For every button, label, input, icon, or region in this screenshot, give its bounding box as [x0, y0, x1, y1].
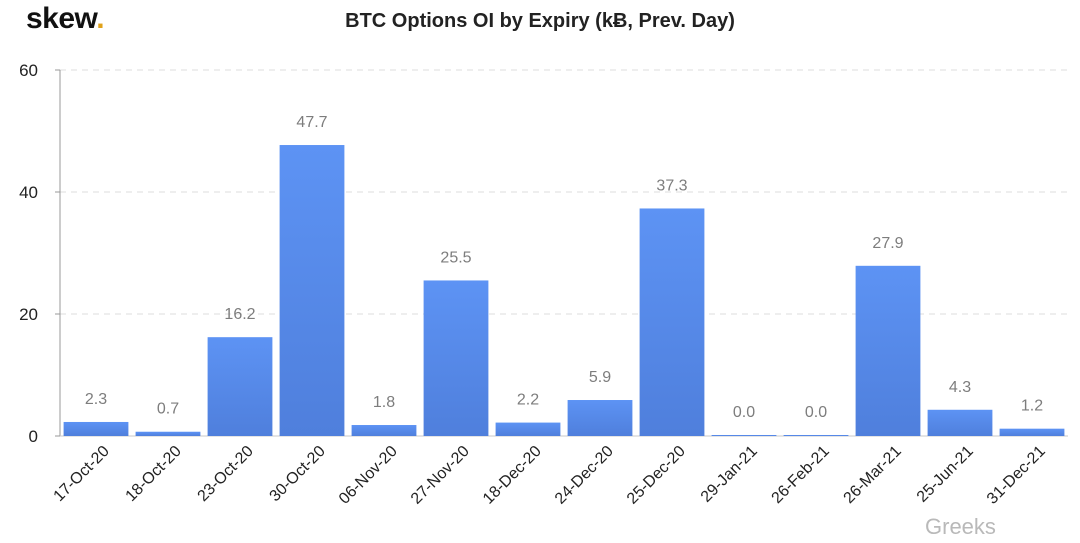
- data-label: 47.7: [296, 114, 327, 131]
- bar: [999, 428, 1065, 436]
- y-tick-label: 0: [29, 427, 38, 446]
- bar: [351, 425, 417, 436]
- y-tick-label: 20: [19, 305, 38, 324]
- x-tick-label: 17-Oct-20: [51, 443, 113, 505]
- data-label: 16.2: [224, 306, 255, 323]
- data-label: 4.3: [949, 379, 971, 396]
- bar: [63, 421, 129, 436]
- y-tick-labels: 0 20 40 60: [19, 61, 38, 446]
- bar: [207, 337, 273, 436]
- x-tick-label: 25-Jun-21: [914, 443, 977, 506]
- bar: [423, 280, 489, 436]
- x-tick-label: 27-Nov-20: [408, 443, 473, 508]
- data-labels: 2.3 0.7 16.2 47.7 1.8 25.5 2.2 5.9 37.3 0.0 0.0 27.…: [85, 114, 1043, 421]
- data-label: 37.3: [656, 177, 687, 194]
- data-label: 25.5: [440, 249, 471, 266]
- x-tick-labels: 17-Oct-20 18-Oct-20 23-Oct-20 30-Oct-20 06-N…: [51, 443, 1049, 508]
- logo-text: skew: [26, 2, 97, 35]
- watermark-text: Greeks: [925, 514, 996, 539]
- bar: [927, 409, 993, 436]
- bar: [783, 435, 849, 436]
- x-tick-label: 26-Mar-21: [841, 443, 905, 507]
- x-tick-label: 06-Nov-20: [336, 443, 401, 508]
- bar: [711, 435, 777, 436]
- data-label: 0.0: [733, 404, 755, 421]
- data-label: 1.8: [373, 394, 395, 411]
- x-tick-label: 18-Oct-20: [123, 443, 185, 505]
- bar: [135, 431, 201, 436]
- data-label: 5.9: [589, 369, 611, 386]
- bar: [495, 422, 561, 436]
- x-tick-label: 31-Dec-21: [984, 443, 1049, 508]
- data-label: 1.2: [1021, 398, 1043, 415]
- data-label: 0.7: [157, 401, 179, 418]
- x-tick-label: 29-Jan-21: [698, 443, 761, 506]
- bar: [855, 265, 921, 436]
- bar: [639, 208, 705, 436]
- data-label: 27.9: [872, 235, 903, 252]
- x-tick-label: 30-Oct-20: [267, 443, 329, 505]
- bars: [63, 145, 1065, 436]
- x-tick-label: 23-Oct-20: [195, 443, 257, 505]
- x-tick-label: 26-Feb-21: [769, 443, 833, 507]
- data-label: 0.0: [805, 404, 827, 421]
- x-tick-label: 24-Dec-20: [552, 443, 617, 508]
- x-tick-label: 25-Dec-20: [624, 443, 689, 508]
- chart-title: BTC Options OI by Expiry (kɃ, Prev. Day): [345, 10, 735, 32]
- data-label: 2.3: [85, 391, 107, 408]
- x-tick-label: 18-Dec-20: [480, 443, 545, 508]
- data-label: 2.2: [517, 392, 539, 409]
- y-tick-label: 60: [19, 61, 38, 80]
- bar: [567, 400, 633, 436]
- y-tick-label: 40: [19, 183, 38, 202]
- bar: [279, 145, 345, 436]
- logo-dot: .: [96, 2, 105, 35]
- skew-logo: skew.: [26, 2, 105, 36]
